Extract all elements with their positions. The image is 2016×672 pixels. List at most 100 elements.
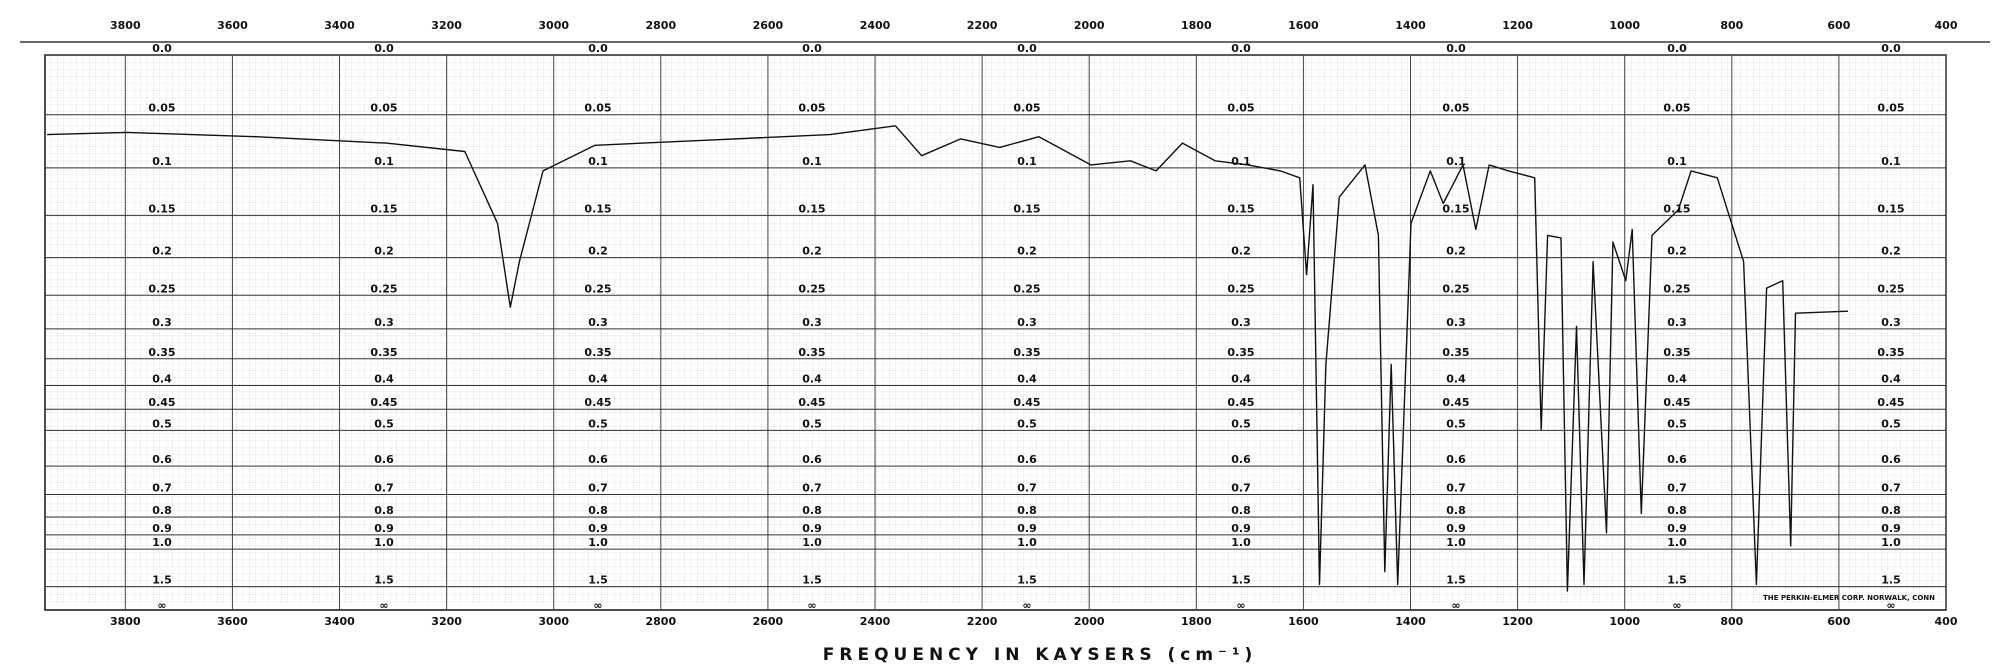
- x-tick-label-bottom: 2600: [753, 615, 784, 628]
- y-tick-label: 0.15: [1663, 202, 1690, 215]
- y-tick-label: 0.5: [1881, 417, 1901, 430]
- y-tick-label: 0.15: [1013, 202, 1040, 215]
- y-tick-label: 0.25: [1877, 282, 1904, 295]
- y-tick-label: 0.8: [588, 504, 608, 517]
- x-tick-label-top: 400: [1935, 19, 1958, 32]
- y-end-label: ∞: [157, 599, 166, 612]
- y-tick-label: 0.0: [1446, 42, 1466, 55]
- x-axis-label: FREQUENCY IN KAYSERS (cm⁻¹): [823, 645, 1257, 665]
- chart-paper: [45, 55, 1946, 604]
- y-tick-label: 0.2: [802, 245, 822, 258]
- y-tick-label: 0.25: [148, 282, 175, 295]
- y-end-label: ∞: [1886, 599, 1895, 612]
- y-tick-label: 1.0: [1667, 536, 1687, 549]
- y-tick-label: 0.9: [1017, 522, 1037, 535]
- y-tick-label: 0.0: [1881, 42, 1901, 55]
- x-tick-label-top: 2600: [753, 19, 784, 32]
- y-tick-label: 0.3: [802, 316, 822, 329]
- y-tick-label: 0.1: [1231, 155, 1251, 168]
- y-end-label: ∞: [593, 599, 602, 612]
- y-tick-label: 0.0: [1017, 42, 1037, 55]
- y-tick-label: 0.45: [1013, 396, 1040, 409]
- y-tick-label: 0.5: [152, 417, 172, 430]
- y-tick-label: 0.6: [374, 453, 394, 466]
- y-tick-label: 0.0: [1231, 42, 1251, 55]
- y-tick-label: 0.7: [588, 481, 608, 494]
- y-tick-label: 1.5: [1231, 574, 1251, 587]
- y-tick-label: 1.5: [1667, 574, 1687, 587]
- x-tick-label-top: 1800: [1181, 19, 1212, 32]
- y-tick-label: 0.4: [1446, 372, 1466, 385]
- y-tick-label: 0.1: [1881, 155, 1901, 168]
- y-tick-label: 0.45: [1442, 396, 1469, 409]
- y-tick-label: 0.15: [1877, 202, 1904, 215]
- spectrum-line: [47, 125, 1849, 592]
- y-tick-label: 0.9: [374, 522, 394, 535]
- y-tick-label: 0.45: [148, 396, 175, 409]
- y-tick-label: 1.0: [1881, 536, 1901, 549]
- y-tick-label: 0.6: [1667, 453, 1687, 466]
- y-tick-label: 0.7: [1881, 481, 1901, 494]
- x-tick-label-bottom: 400: [1935, 615, 1958, 628]
- y-tick-label: 0.05: [370, 102, 397, 115]
- y-tick-label: 0.4: [374, 372, 394, 385]
- x-tick-label-bottom: 3400: [324, 615, 355, 628]
- x-tick-label-top: 3400: [324, 19, 355, 32]
- x-tick-label-bottom: 1800: [1181, 615, 1212, 628]
- y-tick-label: 0.25: [370, 282, 397, 295]
- x-tick-label-bottom: 1400: [1395, 615, 1426, 628]
- y-tick-label: 0.15: [798, 202, 825, 215]
- y-tick-label: 0.45: [798, 396, 825, 409]
- y-tick-label: 0.25: [584, 282, 611, 295]
- x-tick-label-bottom: 2200: [967, 615, 998, 628]
- x-tick-label-top: 1000: [1609, 19, 1640, 32]
- y-tick-label: 0.5: [1667, 417, 1687, 430]
- x-tick-label-top: 1400: [1395, 19, 1426, 32]
- y-tick-label: 1.5: [802, 574, 822, 587]
- y-tick-label: 0.1: [374, 155, 394, 168]
- y-tick-label: 0.3: [1231, 316, 1251, 329]
- x-tick-label-bottom: 2000: [1074, 615, 1105, 628]
- y-tick-label: 0.45: [370, 396, 397, 409]
- x-tick-label-bottom: 1200: [1502, 615, 1533, 628]
- y-tick-label: 0.7: [1446, 481, 1466, 494]
- y-tick-label: 1.0: [1231, 536, 1251, 549]
- y-tick-label: 0.3: [1446, 316, 1466, 329]
- y-tick-label: 0.05: [1663, 102, 1690, 115]
- y-tick-label: 0.7: [802, 481, 822, 494]
- y-tick-label: 0.0: [152, 42, 172, 55]
- y-tick-label: 0.6: [152, 453, 172, 466]
- y-tick-label: 0.7: [1667, 481, 1687, 494]
- y-tick-label: 1.0: [1446, 536, 1466, 549]
- y-tick-label: 0.2: [152, 245, 172, 258]
- y-tick-label: 0.1: [1017, 155, 1037, 168]
- y-tick-label: 0.05: [1227, 102, 1254, 115]
- y-tick-label: 0.35: [1227, 346, 1254, 359]
- y-tick-label: 0.45: [1877, 396, 1904, 409]
- x-tick-label-bottom: 3200: [431, 615, 462, 628]
- y-tick-label: 0.25: [1227, 282, 1254, 295]
- y-tick-label: 0.3: [1667, 316, 1687, 329]
- y-tick-label: 0.4: [1017, 372, 1037, 385]
- y-tick-label: 0.05: [1013, 102, 1040, 115]
- y-tick-label: 0.4: [152, 372, 172, 385]
- y-tick-label: 0.8: [1667, 504, 1687, 517]
- y-tick-label: 0.15: [584, 202, 611, 215]
- y-tick-label: 1.5: [588, 574, 608, 587]
- x-tick-label-top: 2000: [1074, 19, 1105, 32]
- x-tick-label-bottom: 1000: [1609, 615, 1640, 628]
- y-tick-label: 0.8: [374, 504, 394, 517]
- y-tick-label: 0.45: [1227, 396, 1254, 409]
- y-tick-label: 0.05: [584, 102, 611, 115]
- y-tick-label: 1.0: [374, 536, 394, 549]
- y-tick-label: 0.6: [1231, 453, 1251, 466]
- y-tick-label: 0.8: [1017, 504, 1037, 517]
- y-tick-label: 0.4: [1667, 372, 1687, 385]
- y-tick-label: 0.1: [1446, 155, 1466, 168]
- y-tick-label: 0.35: [1663, 346, 1690, 359]
- y-tick-label: 0.25: [1663, 282, 1690, 295]
- y-tick-label: 0.2: [374, 245, 394, 258]
- y-end-label: ∞: [379, 599, 388, 612]
- y-tick-label: 0.5: [374, 417, 394, 430]
